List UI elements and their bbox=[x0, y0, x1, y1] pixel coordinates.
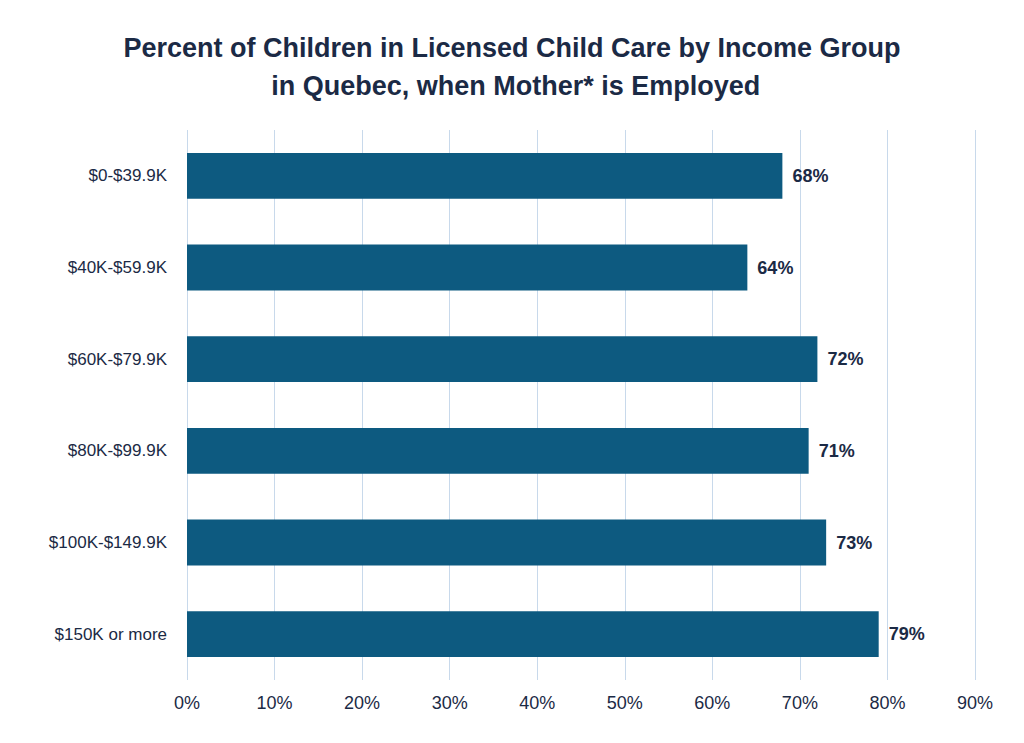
svg-text:60%: 60% bbox=[694, 693, 730, 713]
svg-text:71%: 71% bbox=[819, 441, 855, 461]
svg-text:20%: 20% bbox=[344, 693, 380, 713]
svg-text:50%: 50% bbox=[607, 693, 643, 713]
svg-text:30%: 30% bbox=[432, 693, 468, 713]
svg-text:72%: 72% bbox=[827, 349, 863, 369]
svg-text:$0-$39.9K: $0-$39.9K bbox=[89, 166, 168, 185]
svg-text:80%: 80% bbox=[869, 693, 905, 713]
svg-text:10%: 10% bbox=[257, 693, 293, 713]
svg-text:$60K-$79.9K: $60K-$79.9K bbox=[68, 350, 168, 369]
svg-text:79%: 79% bbox=[889, 624, 925, 644]
svg-text:64%: 64% bbox=[757, 258, 793, 278]
svg-text:$80K-$99.9K: $80K-$99.9K bbox=[68, 441, 168, 460]
svg-text:73%: 73% bbox=[836, 533, 872, 553]
svg-text:40%: 40% bbox=[519, 693, 555, 713]
svg-text:$40K-$59.9K: $40K-$59.9K bbox=[68, 258, 168, 277]
svg-text:70%: 70% bbox=[782, 693, 818, 713]
svg-text:Percent of Children in License: Percent of Children in Licensed Child Ca… bbox=[123, 33, 900, 63]
svg-text:$100K-$149.9K: $100K-$149.9K bbox=[49, 533, 168, 552]
svg-text:$150K or more: $150K or more bbox=[55, 625, 167, 644]
svg-text:0%: 0% bbox=[174, 693, 200, 713]
svg-text:68%: 68% bbox=[792, 166, 828, 186]
svg-text:in Quebec, when Mother* is Emp: in Quebec, when Mother* is Employed bbox=[264, 71, 761, 101]
svg-text:90%: 90% bbox=[957, 693, 993, 713]
